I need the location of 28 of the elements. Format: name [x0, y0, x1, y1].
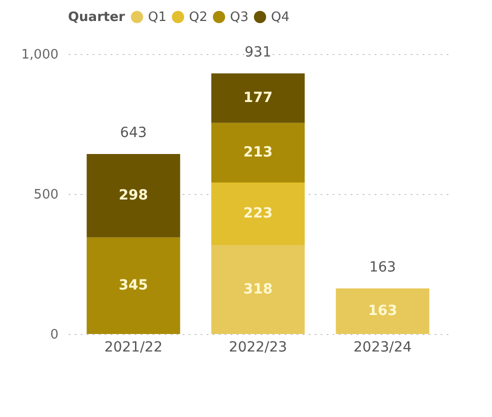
bar — [211, 244, 305, 334]
bar — [211, 182, 305, 245]
data-label: 177 — [243, 90, 273, 106]
data-label: 223 — [243, 206, 273, 222]
data-label: 298 — [118, 188, 148, 204]
total-label: 931 — [244, 44, 272, 60]
y-tick-label: 1,000 — [21, 48, 58, 62]
legend-label: Q4 — [271, 10, 290, 25]
x-tick-label: 2022/23 — [228, 340, 288, 356]
legend-label: Q2 — [189, 10, 208, 25]
legend-label: Q1 — [148, 10, 167, 25]
data-label: 318 — [243, 281, 273, 298]
bar — [86, 237, 180, 334]
total-label: 643 — [120, 124, 147, 141]
bar — [211, 73, 305, 123]
data-label: 163 — [368, 303, 398, 320]
bar — [336, 288, 430, 334]
bar — [211, 122, 305, 183]
legend-label: Q3 — [230, 10, 249, 25]
y-tick-label: 500 — [34, 188, 58, 202]
legend-title: Quarter — [68, 10, 126, 25]
x-tick-label: 2021/22 — [104, 340, 162, 356]
y-tick-label: 0 — [50, 328, 58, 342]
total-label: 163 — [369, 259, 396, 276]
x-tick-label: 2023/24 — [354, 340, 412, 356]
data-label: 213 — [243, 144, 273, 161]
bar — [86, 154, 180, 238]
data-label: 345 — [118, 278, 148, 294]
